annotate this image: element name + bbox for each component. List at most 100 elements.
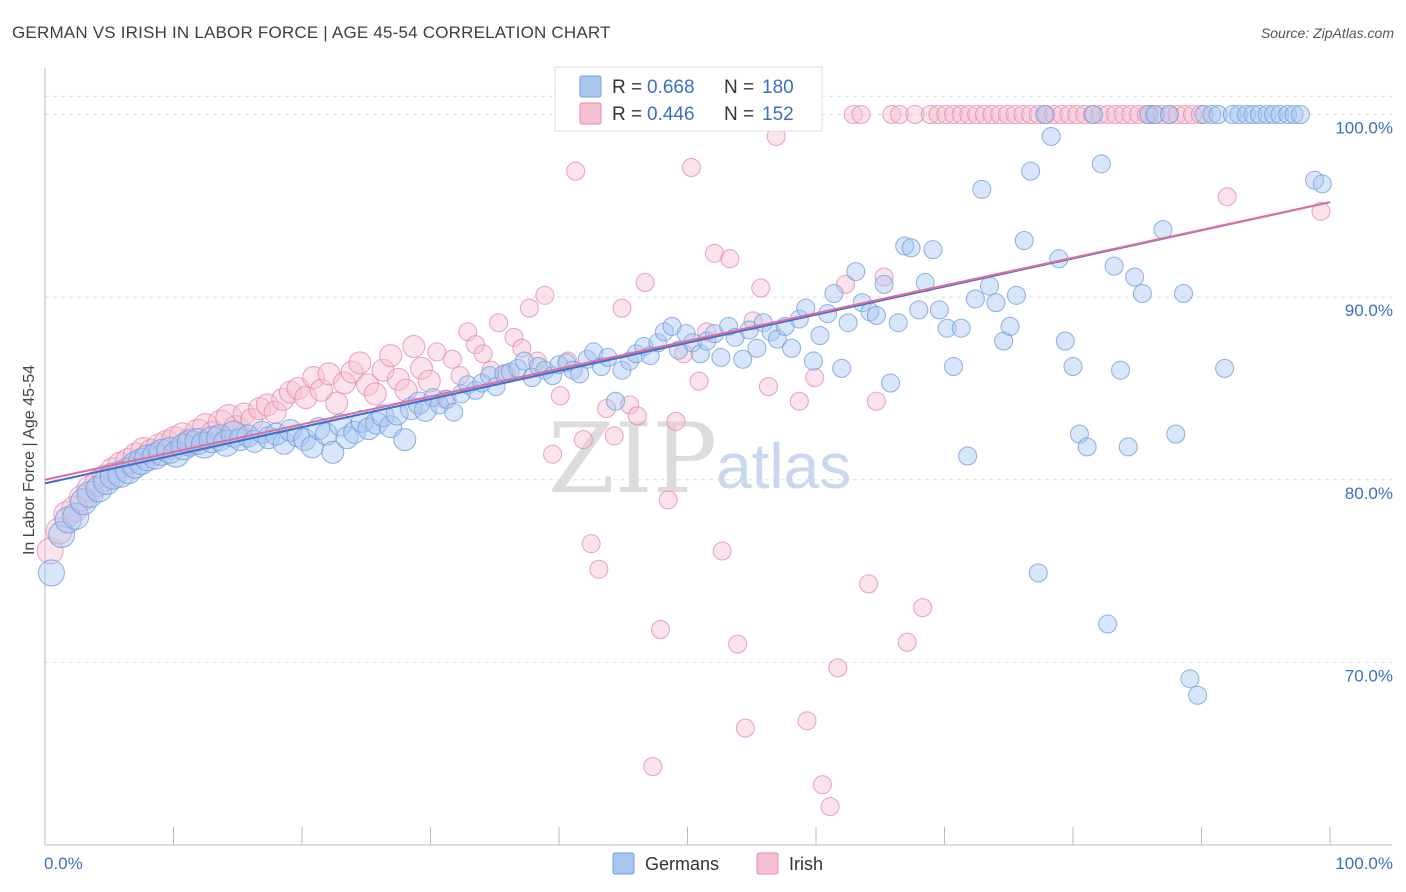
germans-point [733, 349, 753, 369]
irish-point [36, 537, 64, 565]
irish-point [294, 386, 318, 410]
irish-point [340, 360, 364, 384]
irish-point [982, 105, 1002, 125]
germans-point [1084, 105, 1104, 125]
irish-point [890, 105, 910, 125]
bottom-legend-swatch-irish [756, 852, 779, 875]
bottom-legend-germans: Germans [645, 854, 719, 874]
germans-point [895, 236, 915, 256]
gridlines [45, 95, 1392, 663]
germans-point [606, 391, 626, 411]
irish-point [1105, 105, 1125, 125]
irish-point [612, 298, 632, 318]
germans-point [37, 559, 65, 587]
irish-point [1183, 105, 1203, 125]
germans-point [1006, 285, 1026, 305]
irish-point [442, 349, 462, 369]
y-tick-label: 90.0% [1345, 301, 1393, 320]
germans-point [321, 440, 345, 464]
irish-point [1311, 201, 1331, 221]
germans-point [1194, 105, 1214, 125]
irish-point [658, 490, 678, 510]
irish-point [866, 391, 886, 411]
bottom-legend-irish: Irish [789, 854, 823, 874]
germans-point [1041, 126, 1061, 146]
irish-point [666, 411, 686, 431]
germans-point [1055, 331, 1075, 351]
germans-point [1290, 105, 1310, 125]
germans-point [1312, 174, 1332, 194]
irish-point [519, 298, 539, 318]
irish-point [543, 444, 563, 464]
watermark: ZIP atlas [548, 403, 851, 515]
irish-point [928, 105, 948, 125]
irish-point [651, 620, 671, 640]
legend-n-irish: 152 [762, 104, 794, 125]
irish-point [874, 267, 894, 287]
irish-point [489, 313, 509, 333]
germans-point [951, 318, 971, 338]
irish-point [379, 344, 403, 368]
irish-point [720, 249, 740, 269]
legend-swatch-germans [579, 75, 602, 98]
germans-point [1180, 669, 1200, 689]
irish-point [566, 161, 586, 181]
irish-point [882, 105, 902, 125]
irish-point [325, 391, 349, 415]
irish-point [1090, 105, 1110, 125]
germans-point [1284, 105, 1304, 125]
germans-point [1000, 316, 1020, 336]
irish-point [936, 105, 956, 125]
irish-point [504, 327, 524, 347]
germans-point [393, 428, 417, 452]
irish-point [473, 344, 493, 364]
irish-point [1067, 105, 1087, 125]
germans-point [874, 274, 894, 294]
germans-point [824, 283, 844, 303]
irish-trend-line [44, 201, 1331, 481]
germans-point [711, 347, 731, 367]
irish-point [76, 475, 104, 503]
germans-point [846, 262, 866, 282]
germans-point [1229, 105, 1249, 125]
irish-point [643, 756, 663, 776]
irish-point [951, 105, 971, 125]
germans-point [1098, 614, 1118, 634]
axes [44, 68, 1392, 846]
irish-point [1051, 105, 1071, 125]
irish-point [820, 797, 840, 817]
irish-point [604, 426, 624, 446]
irish-point [589, 559, 609, 579]
irish-point [913, 598, 933, 618]
germans-point [901, 238, 921, 258]
germans-point [1202, 105, 1222, 125]
germans-point [866, 305, 886, 325]
germans-point [1159, 105, 1179, 125]
legend-r-germans: 0.668 [647, 77, 695, 98]
irish-point [997, 105, 1017, 125]
germans-point [1077, 437, 1097, 457]
y-tick-label: 80.0% [1345, 484, 1393, 503]
irish-point [410, 356, 434, 380]
germans-point [838, 313, 858, 333]
germans-point [1091, 154, 1111, 174]
irish-point [1167, 105, 1187, 125]
watermark-zip: ZIP [548, 403, 717, 515]
germans-point [272, 431, 296, 455]
chart-title: GERMAN VS IRISH IN LABOR FORCE | AGE 45-… [12, 23, 611, 42]
irish-point [704, 243, 724, 263]
germans-point [747, 338, 767, 358]
x-tick-label: 0.0% [44, 854, 83, 873]
germans-point [958, 446, 978, 466]
irish-point [828, 658, 848, 678]
irish-point [427, 342, 447, 362]
germans-point [1063, 357, 1083, 377]
irish-point [1013, 105, 1033, 125]
irish-point [905, 105, 925, 125]
irish-point [805, 367, 825, 387]
germans-point [1215, 358, 1235, 378]
watermark-atlas: atlas [716, 430, 851, 502]
irish-point [851, 105, 871, 125]
germans-point [965, 289, 985, 309]
irish-point [1098, 105, 1118, 125]
